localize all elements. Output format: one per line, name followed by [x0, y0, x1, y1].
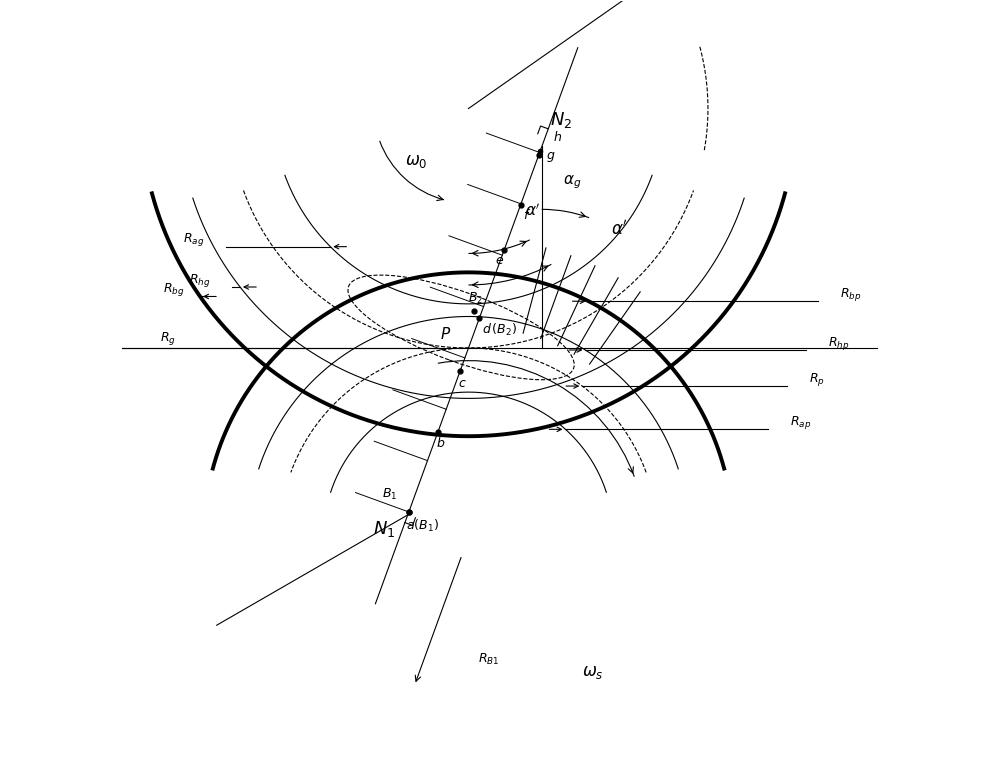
Text: $R_{bp}$: $R_{bp}$	[840, 286, 862, 303]
Text: $\alpha'$: $\alpha'$	[525, 202, 541, 219]
Text: $b$: $b$	[436, 436, 445, 450]
Text: $R_{ap}$: $R_{ap}$	[790, 414, 811, 431]
Text: $N_2$: $N_2$	[550, 110, 573, 131]
Text: $c$: $c$	[458, 377, 466, 390]
Text: $R_g$: $R_g$	[160, 329, 176, 347]
Text: $\alpha'$: $\alpha'$	[611, 219, 628, 238]
Text: $d\,(B_2)$: $d\,(B_2)$	[482, 322, 518, 338]
Text: $R_p$: $R_p$	[809, 370, 825, 388]
Text: $R_{bg}$: $R_{bg}$	[163, 281, 185, 298]
Text: $R_{ag}$: $R_{ag}$	[183, 231, 204, 248]
Text: $h$: $h$	[553, 130, 562, 143]
Text: $R_{hp}$: $R_{hp}$	[828, 335, 849, 351]
Text: $e$: $e$	[495, 254, 504, 267]
Text: $g$: $g$	[546, 150, 556, 164]
Text: $a(B_1)$: $a(B_1)$	[406, 518, 438, 534]
Text: $P$: $P$	[440, 326, 451, 342]
Text: $f$: $f$	[523, 207, 531, 222]
Text: $B_1$: $B_1$	[382, 487, 398, 502]
Text: $R_{B1}$: $R_{B1}$	[478, 652, 499, 667]
Text: $\alpha_g$: $\alpha_g$	[563, 173, 581, 191]
Text: $\omega_s$: $\omega_s$	[582, 663, 604, 681]
Text: $N_1$: $N_1$	[373, 519, 395, 539]
Text: $B_2$: $B_2$	[468, 291, 483, 306]
Text: $\omega_0$: $\omega_0$	[405, 153, 428, 170]
Text: $R_{hg}$: $R_{hg}$	[189, 272, 210, 288]
